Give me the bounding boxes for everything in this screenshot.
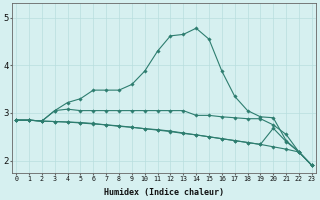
X-axis label: Humidex (Indice chaleur): Humidex (Indice chaleur)	[104, 188, 224, 197]
